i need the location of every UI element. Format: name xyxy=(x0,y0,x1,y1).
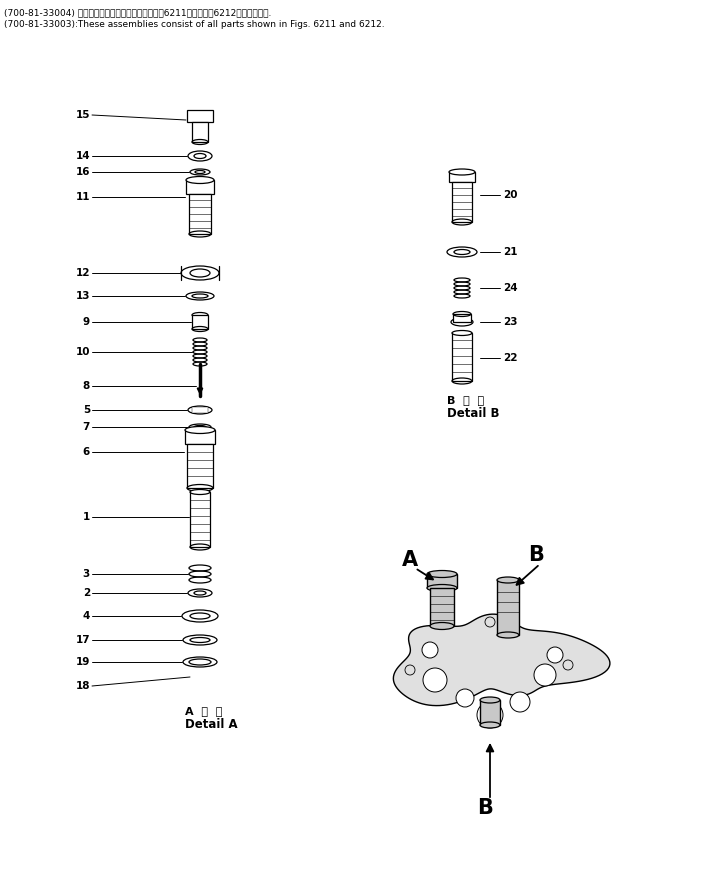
Circle shape xyxy=(405,665,415,675)
Ellipse shape xyxy=(427,571,457,578)
Bar xyxy=(449,172,475,182)
Bar xyxy=(192,407,208,413)
Circle shape xyxy=(456,689,474,707)
Bar xyxy=(190,492,210,547)
Ellipse shape xyxy=(185,427,215,434)
Text: 10: 10 xyxy=(75,347,90,357)
Text: 15: 15 xyxy=(75,110,90,120)
Text: Detail B: Detail B xyxy=(447,407,500,420)
Text: 22: 22 xyxy=(503,353,518,363)
Circle shape xyxy=(534,664,556,686)
Text: 17: 17 xyxy=(75,635,90,645)
Text: 13: 13 xyxy=(75,291,90,301)
Ellipse shape xyxy=(181,266,219,280)
Ellipse shape xyxy=(183,657,217,667)
Text: 4: 4 xyxy=(82,611,90,621)
Ellipse shape xyxy=(447,247,477,257)
Text: 19: 19 xyxy=(75,657,90,667)
Ellipse shape xyxy=(186,292,214,300)
Ellipse shape xyxy=(497,577,519,583)
Text: (700-81-33004) これらのアセンブリの構成部品はㅢ6211図およびㅢ6212図を含みます.: (700-81-33004) これらのアセンブリの構成部品はㅢ6211図およびㅢ… xyxy=(4,8,271,17)
Bar xyxy=(430,588,454,626)
Bar xyxy=(452,333,472,381)
Bar xyxy=(185,430,215,444)
Ellipse shape xyxy=(451,318,473,326)
Text: 5: 5 xyxy=(82,405,90,415)
Bar xyxy=(453,314,471,322)
Text: 23: 23 xyxy=(503,317,518,327)
Text: 18: 18 xyxy=(75,681,90,691)
Circle shape xyxy=(563,660,573,670)
Circle shape xyxy=(510,692,530,712)
Bar xyxy=(187,444,213,488)
Text: 12: 12 xyxy=(75,268,90,278)
Circle shape xyxy=(423,668,447,692)
Text: A: A xyxy=(402,550,418,570)
Ellipse shape xyxy=(190,169,210,175)
Ellipse shape xyxy=(190,490,210,494)
Text: 3: 3 xyxy=(82,569,90,579)
Text: 16: 16 xyxy=(75,167,90,177)
Bar xyxy=(480,700,500,725)
Bar xyxy=(192,122,208,142)
Text: Detail A: Detail A xyxy=(185,718,237,731)
Text: 20: 20 xyxy=(503,190,518,200)
Circle shape xyxy=(547,647,563,663)
Bar xyxy=(497,580,519,635)
Polygon shape xyxy=(394,614,610,706)
Text: 7: 7 xyxy=(82,422,90,432)
Ellipse shape xyxy=(480,697,500,703)
Circle shape xyxy=(477,702,503,728)
Text: 11: 11 xyxy=(75,192,90,202)
Text: 2: 2 xyxy=(82,588,90,598)
Ellipse shape xyxy=(188,589,212,597)
Ellipse shape xyxy=(192,313,208,317)
Text: 24: 24 xyxy=(503,283,518,293)
Ellipse shape xyxy=(449,169,475,175)
Ellipse shape xyxy=(182,610,218,622)
Bar xyxy=(427,574,457,588)
Text: 21: 21 xyxy=(503,247,518,257)
Ellipse shape xyxy=(497,632,519,638)
Ellipse shape xyxy=(427,584,457,591)
Text: B  詳  細: B 詳 細 xyxy=(447,395,484,405)
Ellipse shape xyxy=(188,406,212,414)
Text: B: B xyxy=(477,798,493,818)
Circle shape xyxy=(422,642,438,658)
Ellipse shape xyxy=(430,622,454,629)
Ellipse shape xyxy=(189,424,211,430)
Text: A  詳  細: A 詳 細 xyxy=(185,706,222,716)
Text: 8: 8 xyxy=(82,381,90,391)
Circle shape xyxy=(485,617,495,627)
Bar xyxy=(189,194,211,234)
Bar xyxy=(192,315,208,329)
Ellipse shape xyxy=(183,635,217,645)
Bar xyxy=(187,110,213,122)
Text: (700-81-33003):These assemblies consist of all parts shown in Figs. 6211 and 621: (700-81-33003):These assemblies consist … xyxy=(4,20,384,29)
Text: 14: 14 xyxy=(75,151,90,161)
Text: 9: 9 xyxy=(83,317,90,327)
Ellipse shape xyxy=(188,151,212,161)
Text: 1: 1 xyxy=(82,512,90,522)
Text: 6: 6 xyxy=(82,447,90,457)
Ellipse shape xyxy=(452,331,472,335)
Bar xyxy=(452,182,472,222)
Bar xyxy=(186,180,214,194)
Ellipse shape xyxy=(186,177,214,183)
Text: B: B xyxy=(528,545,544,565)
Ellipse shape xyxy=(480,722,500,728)
